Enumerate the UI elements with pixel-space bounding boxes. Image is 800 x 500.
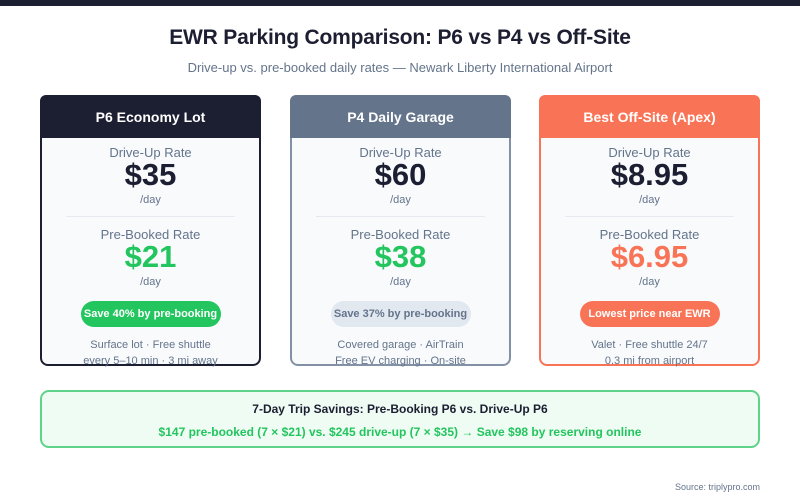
desc-line-2: every 5–10 min · 3 mi away [83,355,218,367]
savings-summary-box: 7-Day Trip Savings: Pre-Booking P6 vs. D… [40,390,760,448]
card-title: Best Off-Site (Apex) [583,108,716,125]
prebook-label: Pre-Booked Rate [350,227,451,242]
card-p6-economy-lot: P6 Economy Lot Drive-Up Rate $35 /day Pr… [40,95,261,369]
page-title: EWR Parking Comparison: P6 vs P4 vs Off-… [169,26,631,49]
driveup-label: Drive-Up Rate [109,145,192,160]
driveup-label: Drive-Up Rate [608,145,691,160]
card-description: Valet · Free shuttle 24/7 0.3 mi from ai… [541,337,758,369]
divider [565,216,734,217]
divider [316,216,485,217]
driveup-price: $8.95 [610,157,689,192]
prebook-label: Pre-Booked Rate [100,227,201,242]
card-header: P6 Economy Lot [40,95,261,138]
desc-line-1: Surface lot · Free shuttle [90,339,211,351]
lowest-price-badge: Lowest price near EWR [579,301,720,327]
card-header: Best Off-Site (Apex) [539,95,760,138]
driveup-unit: /day [639,194,660,206]
card-p4-daily-garage: P4 Daily Garage Drive-Up Rate $60 /day P… [290,95,511,369]
card-description: Covered garage · AirTrain Free EV chargi… [292,337,509,369]
driveup-price: $60 [374,157,427,192]
badge-text: Save 40% by pre-booking [83,308,218,320]
driveup-price: $35 [124,157,177,192]
prebook-price: $38 [374,239,427,274]
desc-line-2: 0.3 mi from airport [604,355,695,367]
driveup-label: Drive-Up Rate [359,145,442,160]
divider [66,216,235,217]
card-title: P4 Daily Garage [347,108,454,125]
badge-text: Save 37% by pre-booking [333,308,468,320]
prebook-unit: /day [639,276,660,288]
card-header: P4 Daily Garage [290,95,511,138]
driveup-unit: /day [140,194,161,206]
driveup-unit: /day [390,194,411,206]
savings-badge: Save 37% by pre-booking [330,301,471,327]
prebook-unit: /day [390,276,411,288]
prebook-price: $21 [124,239,177,274]
card-title: P6 Economy Lot [95,108,206,125]
page-subtitle: Drive-up vs. pre-booked daily rates — Ne… [187,60,613,75]
desc-line-2: Free EV charging · On-site [335,355,466,367]
top-bar [0,0,800,6]
desc-line-1: Covered garage · AirTrain [337,339,464,351]
desc-line-1: Valet · Free shuttle 24/7 [591,339,708,351]
savings-title: 7-Day Trip Savings: Pre-Booking P6 vs. D… [252,402,548,416]
source-credit: Source: triplypro.com [674,482,760,492]
savings-detail: $147 pre-booked (7 × $21) vs. $245 drive… [158,425,642,439]
prebook-label: Pre-Booked Rate [599,227,700,242]
savings-badge: Save 40% by pre-booking [80,301,221,327]
card-description: Surface lot · Free shuttle every 5–10 mi… [42,337,259,369]
prebook-unit: /day [140,276,161,288]
badge-text: Lowest price near EWR [588,308,711,320]
prebook-price: $6.95 [610,239,689,274]
card-best-off-site: Best Off-Site (Apex) Drive-Up Rate $8.95… [539,95,760,369]
